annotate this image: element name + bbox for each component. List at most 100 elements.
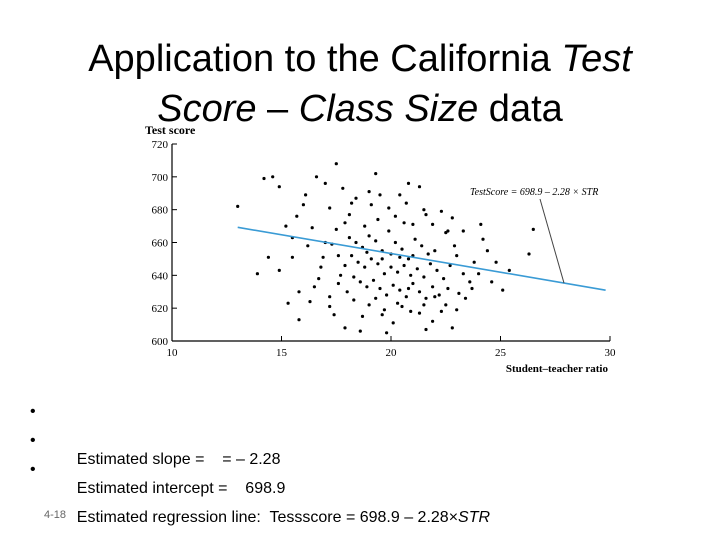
- y-tick-label: 680: [152, 205, 169, 217]
- annotation-pointer: [539, 198, 565, 284]
- data-point: [450, 326, 454, 330]
- title-italic-2: Class Size: [298, 88, 479, 130]
- data-point: [507, 268, 511, 272]
- data-point: [363, 224, 367, 228]
- data-point: [468, 280, 472, 284]
- data-point: [367, 303, 371, 307]
- data-point: [352, 298, 356, 302]
- data-point: [385, 331, 389, 335]
- data-point: [277, 185, 281, 189]
- data-point: [343, 326, 347, 330]
- data-point: [409, 309, 413, 313]
- regression-line: [237, 226, 606, 291]
- data-point: [400, 247, 404, 251]
- data-point: [347, 236, 351, 240]
- x-tick-label: 20: [386, 347, 398, 359]
- data-point: [494, 260, 498, 264]
- data-point: [415, 267, 419, 271]
- data-point: [339, 273, 343, 277]
- data-point: [501, 288, 505, 292]
- data-point: [354, 240, 358, 245]
- data-point: [479, 222, 483, 226]
- data-point: [424, 296, 428, 300]
- bullet-intercept: • Estimated intercept = 698.9: [30, 429, 690, 497]
- title-italic-1: Test Score: [157, 38, 632, 130]
- bullet-regression-text: Estimated regression line: Tessscore = 6…: [76, 509, 459, 526]
- data-point: [396, 270, 400, 274]
- data-point: [255, 272, 259, 276]
- data-point: [398, 288, 402, 292]
- data-point: [446, 286, 450, 291]
- data-point: [444, 231, 448, 235]
- data-point: [380, 313, 384, 317]
- data-point: [301, 203, 305, 207]
- data-point: [531, 227, 535, 231]
- data-point: [406, 181, 411, 185]
- data-point: [404, 295, 408, 299]
- data-point: [433, 249, 437, 253]
- data-point: [424, 213, 428, 217]
- data-point: [417, 185, 422, 189]
- data-point: [382, 308, 386, 312]
- data-point: [314, 175, 319, 179]
- data-point: [374, 296, 378, 300]
- data-point: [470, 286, 474, 291]
- data-point: [328, 304, 332, 309]
- data-point: [391, 321, 395, 325]
- title-part-3: data: [478, 88, 563, 130]
- x-tick-label: 25: [495, 347, 507, 359]
- data-point: [413, 237, 417, 241]
- data-point: [328, 295, 332, 299]
- data-point: [378, 193, 382, 197]
- data-point: [350, 201, 354, 205]
- data-point: [376, 262, 380, 266]
- data-point: [334, 227, 338, 231]
- bullet-marker: •: [30, 432, 36, 449]
- bullet-intercept-text: Estimated intercept = 698.9: [76, 480, 286, 497]
- data-point: [398, 193, 402, 197]
- data-point: [310, 226, 314, 230]
- data-point: [398, 255, 402, 259]
- data-point: [527, 252, 531, 256]
- data-point: [431, 319, 435, 323]
- data-point: [393, 240, 397, 245]
- data-point: [472, 260, 476, 264]
- data-point: [422, 208, 426, 212]
- data-point: [262, 176, 266, 181]
- y-tick-label: 660: [152, 238, 169, 250]
- data-point: [367, 234, 371, 238]
- data-point: [402, 221, 406, 225]
- y-tick-label: 600: [152, 336, 169, 348]
- data-point: [461, 229, 465, 233]
- data-point: [411, 281, 415, 286]
- data-point: [323, 181, 327, 185]
- data-point: [295, 214, 299, 218]
- data-point: [477, 272, 481, 276]
- data-point: [358, 329, 362, 333]
- data-point: [411, 222, 415, 226]
- data-point: [391, 283, 395, 287]
- data-point: [374, 172, 378, 176]
- regression-annotation: TestScore = 698.9 – 2.28 × STR: [470, 187, 598, 198]
- data-point: [448, 263, 452, 268]
- data-point: [485, 249, 489, 253]
- data-point: [352, 275, 356, 279]
- bullet-slope: • Estimated slope = = – 2.28: [30, 400, 690, 468]
- data-point: [343, 221, 347, 225]
- data-point: [297, 318, 301, 322]
- data-point: [435, 268, 439, 272]
- data-point: [481, 237, 485, 241]
- data-point: [336, 281, 340, 286]
- data-point: [402, 263, 406, 268]
- data-point: [409, 273, 413, 277]
- data-point: [363, 265, 367, 269]
- data-point: [321, 255, 325, 259]
- y-axis-label: Test score: [145, 123, 196, 137]
- y-tick-label: 700: [152, 172, 169, 184]
- data-point: [369, 257, 373, 261]
- data-point: [455, 254, 459, 258]
- data-point: [431, 285, 435, 289]
- x-tick-label: 10: [167, 347, 179, 359]
- data-point: [374, 239, 378, 243]
- data-point: [334, 162, 338, 166]
